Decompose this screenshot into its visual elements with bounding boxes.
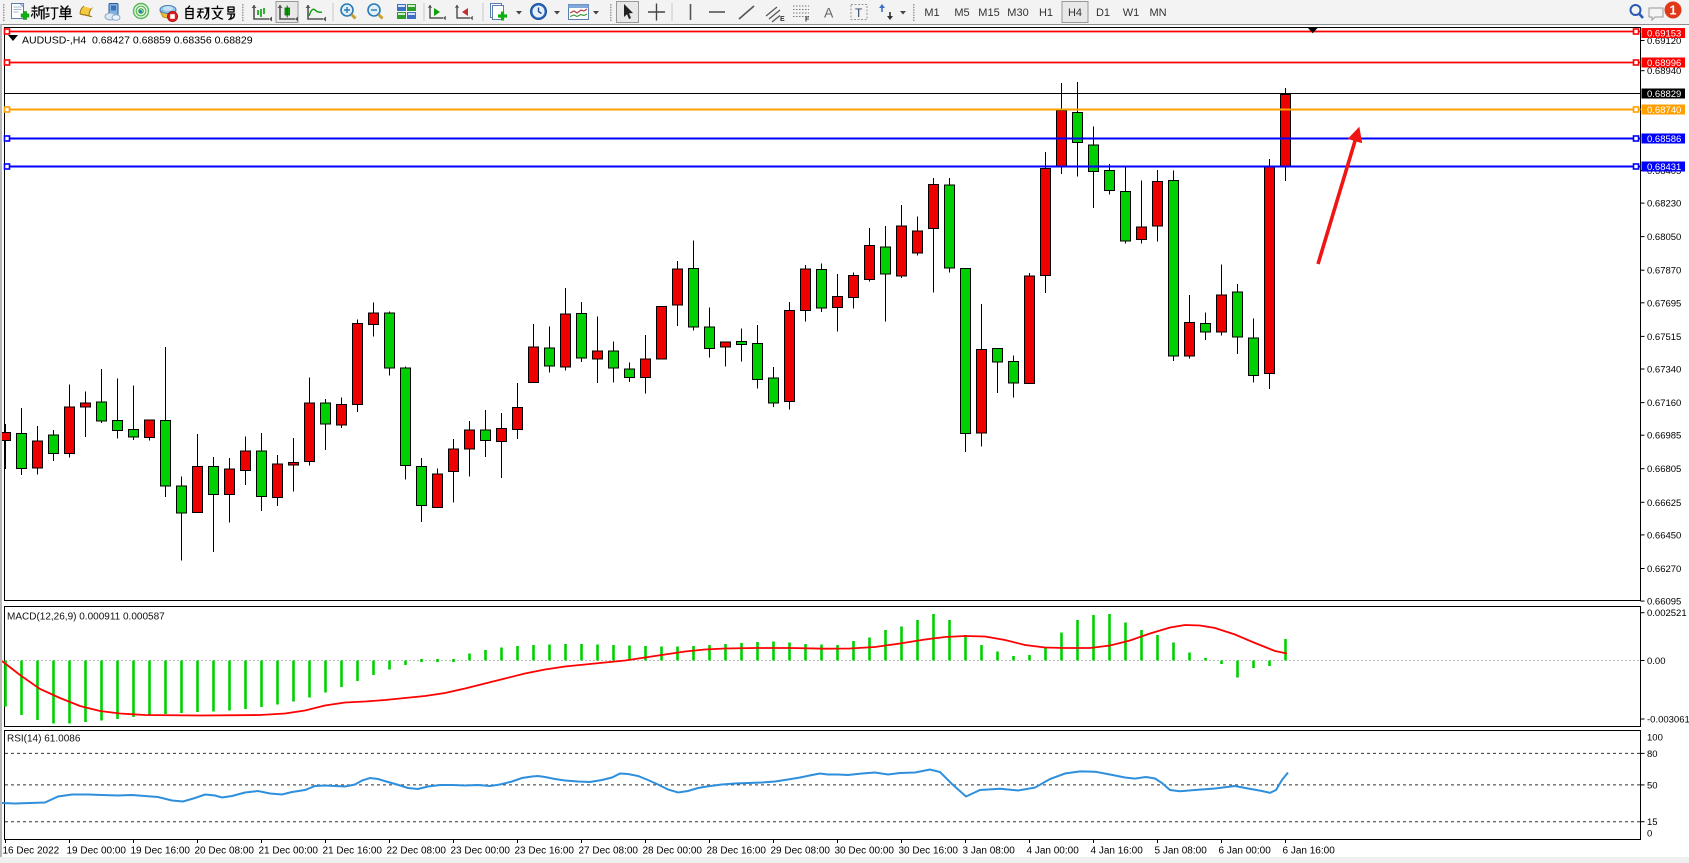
svg-text:5 Jan 08:00: 5 Jan 08:00 bbox=[1155, 846, 1208, 857]
svg-text:0.66270: 0.66270 bbox=[1647, 564, 1681, 575]
svg-text:19 Dec 00:00: 19 Dec 00:00 bbox=[67, 846, 127, 857]
svg-text:30 Dec 16:00: 30 Dec 16:00 bbox=[899, 846, 959, 857]
svg-text:M1: M1 bbox=[924, 7, 939, 19]
svg-text:0.67695: 0.67695 bbox=[1647, 298, 1681, 309]
svg-text:0.66805: 0.66805 bbox=[1647, 464, 1681, 475]
svg-text:23 Dec 16:00: 23 Dec 16:00 bbox=[515, 846, 575, 857]
svg-text:0.68740: 0.68740 bbox=[1647, 105, 1681, 116]
svg-text:22 Dec 08:00: 22 Dec 08:00 bbox=[387, 846, 447, 857]
svg-text:0.67340: 0.67340 bbox=[1647, 365, 1681, 376]
svg-text:0.68940: 0.68940 bbox=[1647, 66, 1681, 77]
svg-text:RSI(14) 61.0086: RSI(14) 61.0086 bbox=[7, 734, 81, 745]
svg-text:M15: M15 bbox=[978, 7, 999, 19]
svg-text:0: 0 bbox=[1647, 829, 1652, 840]
svg-text:27 Dec 08:00: 27 Dec 08:00 bbox=[579, 846, 639, 857]
svg-text:3 Jan 08:00: 3 Jan 08:00 bbox=[963, 846, 1016, 857]
svg-text:28 Dec 16:00: 28 Dec 16:00 bbox=[707, 846, 767, 857]
svg-text:T: T bbox=[855, 6, 863, 20]
svg-text:30 Dec 00:00: 30 Dec 00:00 bbox=[835, 846, 895, 857]
svg-text:0.69120: 0.69120 bbox=[1647, 36, 1681, 47]
svg-text:0.66625: 0.66625 bbox=[1647, 498, 1681, 509]
svg-text:0.68431: 0.68431 bbox=[1647, 162, 1681, 173]
svg-text:16 Dec 2022: 16 Dec 2022 bbox=[3, 846, 60, 857]
svg-text:80: 80 bbox=[1647, 749, 1658, 760]
svg-text:0.68829: 0.68829 bbox=[1647, 89, 1681, 100]
svg-text:D1: D1 bbox=[1096, 7, 1110, 19]
svg-text:21 Dec 00:00: 21 Dec 00:00 bbox=[259, 846, 319, 857]
svg-text:0.66095: 0.66095 bbox=[1647, 597, 1681, 608]
svg-text:0.002521: 0.002521 bbox=[1647, 608, 1687, 619]
svg-text:0.00: 0.00 bbox=[1647, 656, 1666, 667]
svg-text:15: 15 bbox=[1647, 817, 1658, 828]
svg-text:MN: MN bbox=[1149, 7, 1166, 19]
svg-text:29 Dec 08:00: 29 Dec 08:00 bbox=[771, 846, 831, 857]
svg-text:A: A bbox=[824, 5, 834, 21]
svg-text:H4: H4 bbox=[1068, 7, 1082, 19]
svg-text:W1: W1 bbox=[1123, 7, 1140, 19]
svg-text:0.66450: 0.66450 bbox=[1647, 530, 1681, 541]
svg-text:-0.003061: -0.003061 bbox=[1647, 715, 1689, 726]
svg-text:6 Jan 00:00: 6 Jan 00:00 bbox=[1219, 846, 1272, 857]
svg-text:19 Dec 16:00: 19 Dec 16:00 bbox=[131, 846, 191, 857]
svg-text:M30: M30 bbox=[1007, 7, 1028, 19]
svg-text:M5: M5 bbox=[954, 7, 969, 19]
svg-text:23 Dec 00:00: 23 Dec 00:00 bbox=[451, 846, 511, 857]
svg-text:0.69153: 0.69153 bbox=[1647, 29, 1681, 40]
svg-text:0.67870: 0.67870 bbox=[1647, 266, 1681, 277]
svg-text:E: E bbox=[780, 16, 785, 23]
svg-text:MACD(12,26,9) 0.000911 0.00058: MACD(12,26,9) 0.000911 0.000587 bbox=[7, 612, 165, 623]
svg-text:4 Jan 16:00: 4 Jan 16:00 bbox=[1091, 846, 1144, 857]
svg-text:H1: H1 bbox=[1039, 7, 1053, 19]
svg-text:4 Jan 00:00: 4 Jan 00:00 bbox=[1027, 846, 1080, 857]
svg-text:0.68230: 0.68230 bbox=[1647, 199, 1681, 210]
svg-text:20 Dec 08:00: 20 Dec 08:00 bbox=[195, 846, 255, 857]
svg-text:100: 100 bbox=[1647, 733, 1663, 744]
svg-text:AUDUSD-,H4 0.68427 0.68859 0.: AUDUSD-,H4 0.68427 0.68859 0.68356 0.688… bbox=[22, 35, 253, 47]
svg-text:6 Jan 16:00: 6 Jan 16:00 bbox=[1283, 846, 1336, 857]
svg-text:1: 1 bbox=[1670, 4, 1677, 18]
svg-text:0.68050: 0.68050 bbox=[1647, 232, 1681, 243]
svg-text:28 Dec 00:00: 28 Dec 00:00 bbox=[643, 846, 703, 857]
svg-text:0.66985: 0.66985 bbox=[1647, 431, 1681, 442]
svg-text:0.67160: 0.67160 bbox=[1647, 398, 1681, 409]
svg-text:0.67515: 0.67515 bbox=[1647, 332, 1681, 343]
svg-text:50: 50 bbox=[1647, 780, 1658, 791]
svg-text:0.68586: 0.68586 bbox=[1647, 134, 1681, 145]
svg-text:F: F bbox=[805, 17, 810, 24]
svg-text:0.68996: 0.68996 bbox=[1647, 58, 1681, 69]
svg-text:21 Dec 16:00: 21 Dec 16:00 bbox=[323, 846, 383, 857]
